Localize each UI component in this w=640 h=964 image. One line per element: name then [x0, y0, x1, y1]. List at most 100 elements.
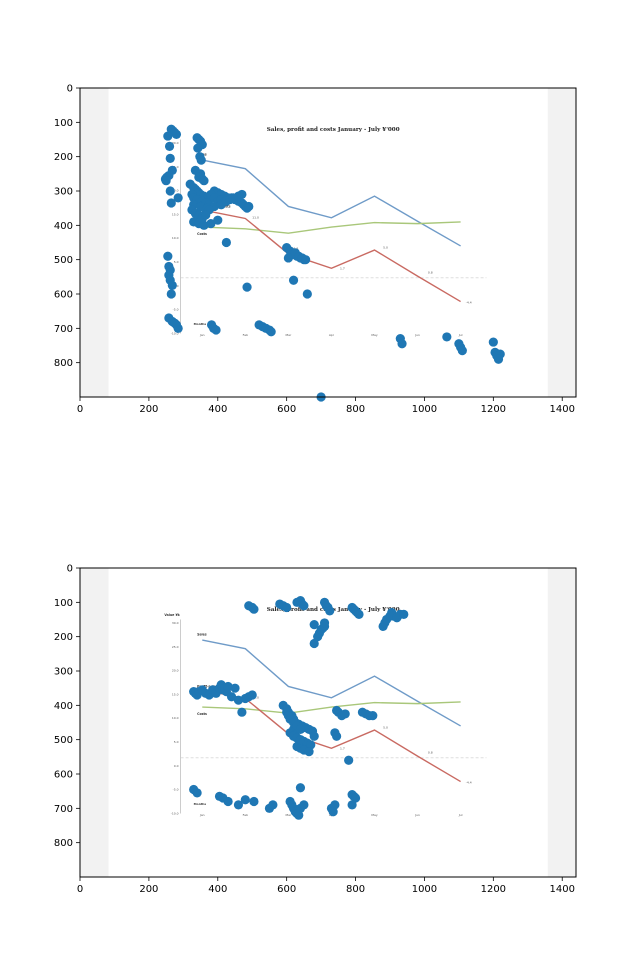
- scatter-point: [233, 695, 244, 705]
- month-label: Mar: [286, 813, 292, 817]
- scatter-point: [249, 796, 259, 807]
- sales-label: Sales: [197, 632, 207, 636]
- x-tick-label: 0: [77, 404, 83, 415]
- months-axis-label: Months: [194, 322, 207, 326]
- scatter-point: [165, 186, 175, 196]
- scatter-point: [488, 337, 498, 347]
- scatter-point: [442, 332, 452, 342]
- x-tick-label: 600: [277, 404, 296, 415]
- y-tick-label: 100: [54, 118, 73, 129]
- x-tick-label: 400: [208, 404, 227, 415]
- costs-label: Costs: [197, 712, 207, 716]
- scatter-point: [173, 323, 183, 333]
- scatter-point: [249, 604, 259, 614]
- y-tick-label: 300: [54, 667, 73, 678]
- y-tick-label: 400: [54, 221, 73, 232]
- profit-data-label: 0.8: [428, 750, 433, 754]
- scatter-point: [295, 735, 306, 745]
- scatter-point: [230, 683, 240, 693]
- scatter-point: [206, 219, 216, 229]
- profit-data-label: 11.0: [252, 215, 259, 219]
- scatter-point: [226, 692, 237, 702]
- embedded-y-tick-label: 25.0: [172, 165, 179, 169]
- profit-data-label: -4.4: [466, 301, 472, 305]
- x-tick-label: 200: [139, 884, 158, 895]
- y-tick-label: 200: [54, 152, 73, 163]
- embedded-y-tick-label: 0.0: [174, 764, 179, 768]
- month-label: Mar: [286, 333, 292, 337]
- profit-data-label: 5.0: [383, 726, 388, 730]
- scatter-point: [247, 690, 257, 700]
- x-tick-label: 1400: [549, 884, 574, 895]
- scatter-point: [340, 709, 350, 719]
- y-tick-label: 400: [54, 701, 73, 712]
- embedded-chart-ylabel: Value ¥k: [164, 613, 180, 617]
- scatter-point: [161, 176, 171, 186]
- embedded-y-tick-label: 10.0: [172, 716, 179, 720]
- x-tick-label: 1400: [549, 404, 574, 415]
- scatter-point: [223, 796, 233, 807]
- scatter-point: [163, 131, 173, 141]
- profit-data-label: 1.7: [340, 266, 345, 270]
- embedded-y-tick-label: 20.0: [172, 669, 179, 673]
- month-label: Feb: [243, 813, 248, 817]
- scatter-point: [199, 220, 209, 230]
- scatter-point: [457, 346, 467, 356]
- profit-line: [202, 209, 461, 303]
- profit-data-label: 5.0: [383, 246, 388, 250]
- scatter-point: [309, 620, 319, 630]
- scatter-point: [397, 339, 407, 349]
- embedded-chart-title: Sales, profit and costs January - July ¥…: [267, 127, 400, 133]
- x-tick-label: 1200: [481, 884, 506, 895]
- image-right-margin: [547, 568, 576, 877]
- y-tick-label: 600: [54, 770, 73, 781]
- scatter-point: [165, 153, 175, 163]
- scatter-point: [211, 325, 221, 335]
- scatter-point: [368, 711, 378, 721]
- month-label: Jan: [199, 813, 205, 817]
- scatter-point: [164, 141, 175, 151]
- y-tick-label: 800: [54, 358, 73, 369]
- scatter-point: [344, 755, 354, 765]
- x-tick-label: 200: [139, 404, 158, 415]
- scatter-point: [301, 255, 311, 265]
- scatter-point: [302, 289, 312, 299]
- y-tick-label: 800: [54, 838, 73, 849]
- image-right-margin: [547, 88, 576, 397]
- y-tick-label: 0: [67, 564, 73, 575]
- scatter-point: [350, 793, 361, 803]
- scatter-point: [288, 275, 299, 285]
- month-label: Jul: [458, 333, 463, 337]
- scatter-point: [493, 354, 504, 364]
- panel-top: Sales, profit and costs January - July ¥…: [54, 84, 577, 415]
- scatter-point: [319, 618, 330, 628]
- y-tick-label: 500: [54, 735, 73, 746]
- scatter-point: [195, 201, 206, 212]
- month-label: Apr: [329, 333, 335, 337]
- costs-line: [202, 701, 461, 714]
- x-tick-label: 600: [277, 884, 296, 895]
- embedded-y-tick-label: -10.0: [171, 331, 179, 335]
- scatter-point: [294, 810, 304, 820]
- embedded-y-tick-label: 30.0: [172, 141, 179, 145]
- scatter-point: [332, 731, 342, 741]
- scatter-point: [347, 800, 357, 810]
- scatter-point: [309, 731, 319, 741]
- y-tick-label: 600: [54, 290, 73, 301]
- image-left-margin: [80, 88, 109, 397]
- scatter-point: [304, 747, 314, 757]
- y-tick-label: 300: [54, 187, 73, 198]
- scatter-point: [173, 193, 183, 203]
- month-label: Jan: [199, 333, 205, 337]
- scatter-point: [330, 800, 340, 810]
- scatter-point: [282, 602, 292, 613]
- embedded-y-tick-label: 5.0: [174, 260, 179, 264]
- scatter-point: [237, 189, 247, 200]
- scatter-point: [201, 210, 211, 220]
- scatter-point: [309, 638, 319, 649]
- y-tick-label: 0: [67, 84, 73, 95]
- profit-data-label: 1.7: [340, 746, 345, 750]
- scatter-point: [268, 800, 278, 810]
- embedded-y-tick-label: -5.0: [173, 308, 179, 312]
